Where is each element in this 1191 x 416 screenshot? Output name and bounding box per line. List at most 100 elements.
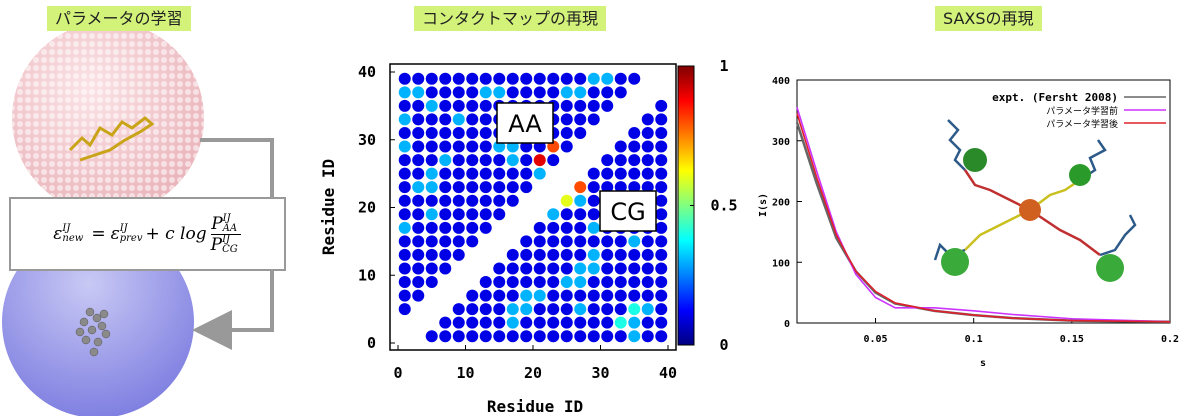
contact-dot [601, 290, 613, 302]
contact-dot [628, 141, 640, 153]
contact-dot [426, 330, 438, 342]
contact-dot [561, 141, 573, 153]
contact-dot [480, 181, 492, 193]
contact-dot [412, 73, 424, 85]
y-axis-label: Residue ID [319, 159, 338, 255]
contact-dot [439, 154, 451, 166]
contact-dot [480, 168, 492, 180]
annotation: AA [508, 110, 542, 138]
contact-dot [628, 330, 640, 342]
contact-dot [480, 113, 492, 125]
contact-dot [655, 276, 667, 288]
contact-dot [601, 317, 613, 329]
contact-dot [574, 100, 586, 112]
series-line [797, 113, 1170, 321]
contact-dot [426, 154, 438, 166]
contact-dot [628, 303, 640, 315]
contact-dot [453, 195, 465, 207]
contact-dot [412, 168, 424, 180]
contact-dot [507, 249, 519, 261]
contact-dot [534, 222, 546, 234]
contact-dot [439, 73, 451, 85]
contact-dot [561, 86, 573, 98]
symbol: P [211, 235, 222, 255]
contact-dot [642, 141, 654, 153]
contact-dot [655, 113, 667, 125]
x-axis-label: s [980, 358, 986, 369]
x-tick-label: 30 [591, 364, 609, 382]
contact-dot [507, 330, 519, 342]
x-tick-label: 0.2 [1161, 334, 1179, 345]
symbol: ε [111, 224, 120, 244]
contact-dot [574, 127, 586, 139]
contact-dot [642, 317, 654, 329]
x-tick-label: 0 [393, 364, 402, 382]
contact-dot [439, 262, 451, 274]
contact-dot [642, 235, 654, 247]
contact-dot [534, 86, 546, 98]
contact-dot [655, 262, 667, 274]
contact-dot [561, 330, 573, 342]
sub: new [62, 234, 83, 244]
contact-dot [453, 113, 465, 125]
contact-dot [426, 86, 438, 98]
contact-dot [466, 195, 478, 207]
contact-dot [453, 317, 465, 329]
contact-dot [615, 86, 627, 98]
protein-illustration [935, 120, 1135, 282]
page: 010203040010203040Residue IDResidue IDAA… [0, 0, 1191, 416]
contact-dot [642, 127, 654, 139]
contact-dot [439, 86, 451, 98]
contact-dot [466, 235, 478, 247]
contact-dot [493, 86, 505, 98]
contact-dot [561, 73, 573, 85]
colorbar-tick-label: 0 [719, 336, 728, 354]
contact-dot [399, 222, 411, 234]
contact-dot [601, 330, 613, 342]
contact-dot [520, 181, 532, 193]
contact-dot [615, 262, 627, 274]
contact-dot [412, 141, 424, 153]
contact-dot [547, 317, 559, 329]
contact-dot [547, 86, 559, 98]
contact-dot [453, 208, 465, 220]
contact-dot [588, 262, 600, 274]
legend-label: パラメータ学習前 [1046, 105, 1118, 117]
y-tick-label: 40 [358, 63, 376, 81]
contact-dot [588, 181, 600, 193]
sub: CG [222, 245, 238, 255]
contact-dot [574, 276, 586, 288]
contact-dot [547, 222, 559, 234]
contact-dot [466, 168, 478, 180]
contact-dot [480, 317, 492, 329]
equation: εIJnew = εIJprev + c log PIJAA PIJCG [12, 200, 282, 268]
contact-dot [547, 235, 559, 247]
contact-dot [615, 317, 627, 329]
legend-label: expt. (Fersht 2008) [992, 91, 1118, 104]
x-tick-label: 10 [456, 364, 474, 382]
contact-dot [547, 290, 559, 302]
contact-dot [426, 181, 438, 193]
contact-dot [642, 303, 654, 315]
contact-dot [615, 290, 627, 302]
contact-dot [561, 290, 573, 302]
contact-dot [574, 208, 586, 220]
contact-dot [412, 222, 424, 234]
contact-dot [507, 290, 519, 302]
contact-dot [480, 290, 492, 302]
y-tick-label: 30 [358, 131, 376, 149]
contact-dot [439, 208, 451, 220]
contact-dot [615, 168, 627, 180]
contact-dot [628, 262, 640, 274]
colorbar-tick-label: 0.5 [710, 197, 737, 215]
contact-dot [642, 113, 654, 125]
contact-dot [399, 249, 411, 261]
contact-dot [534, 317, 546, 329]
contact-dot [466, 73, 478, 85]
contact-dot [601, 235, 613, 247]
contact-dot [615, 141, 627, 153]
contact-dot [601, 73, 613, 85]
contact-dot [466, 100, 478, 112]
contact-dot [561, 276, 573, 288]
contact-dot [574, 290, 586, 302]
